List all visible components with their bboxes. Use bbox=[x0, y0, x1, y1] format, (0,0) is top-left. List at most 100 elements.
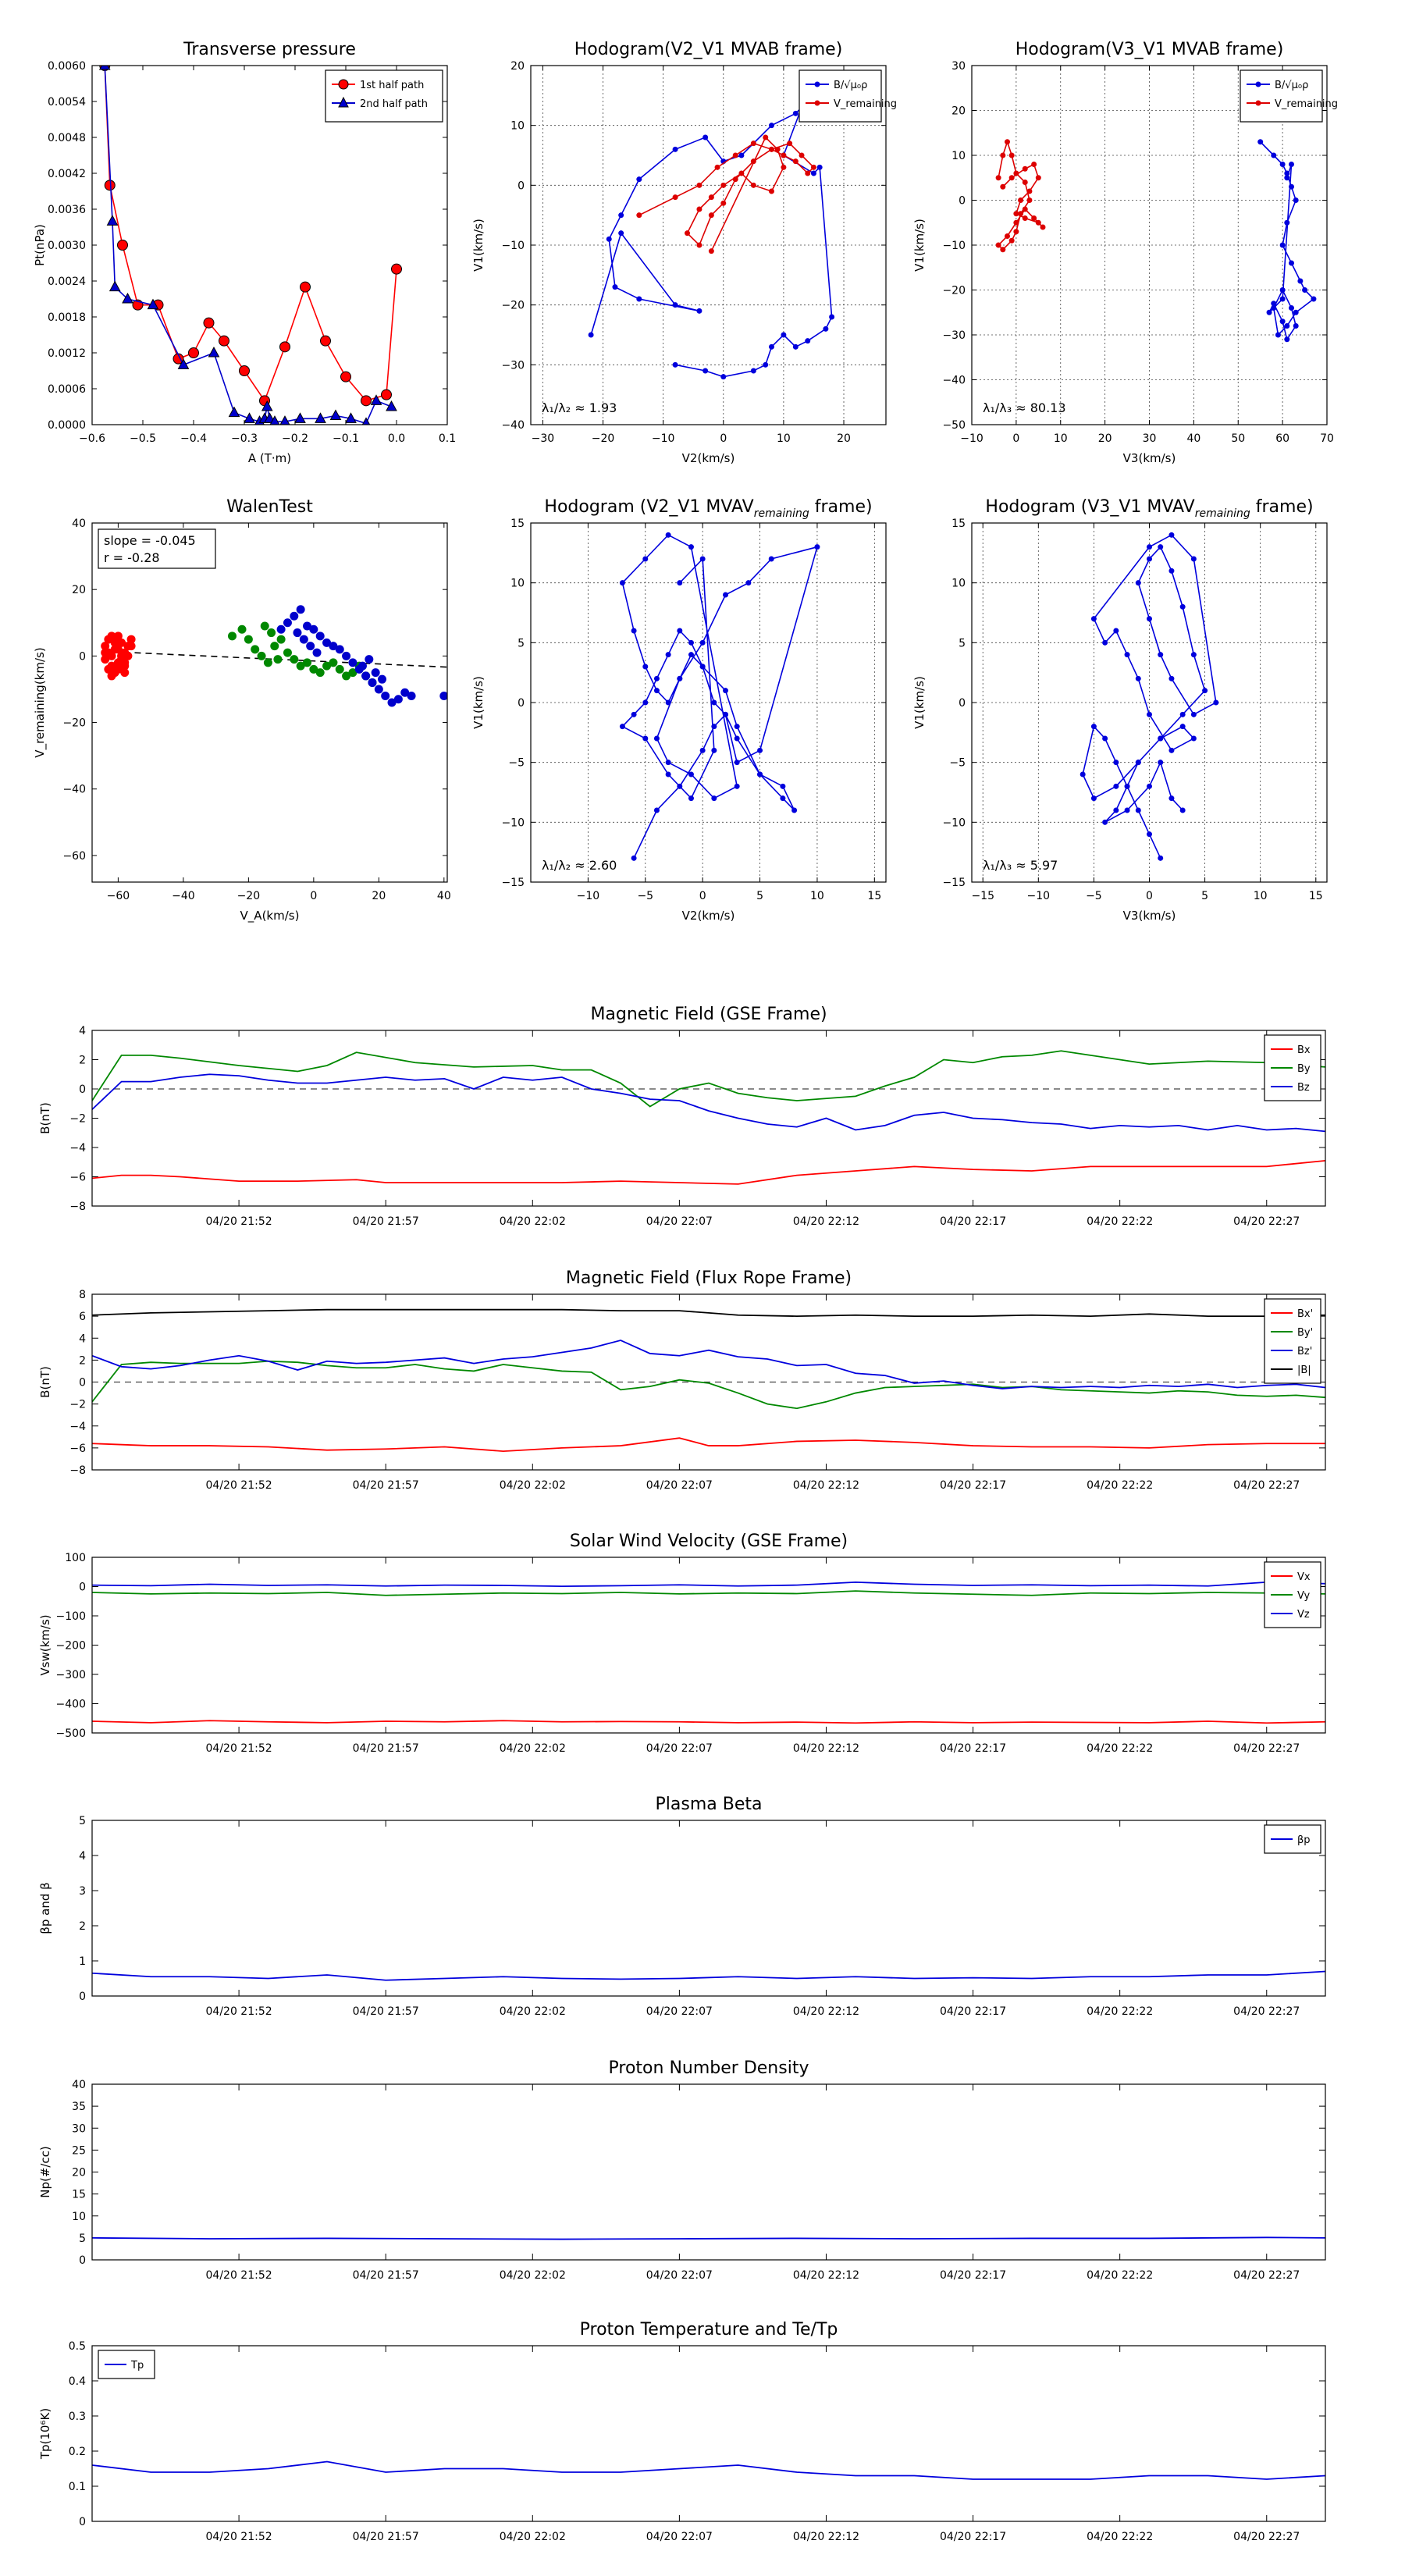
chart-title-tail: frame) bbox=[809, 497, 873, 517]
y-tick-label: 2 bbox=[79, 1055, 86, 1067]
legend-label: By bbox=[1297, 1063, 1311, 1075]
plot-frame bbox=[91, 2345, 1326, 2522]
data-point bbox=[653, 735, 660, 742]
data-point bbox=[203, 317, 215, 329]
data-point bbox=[177, 358, 190, 369]
x-tick-label: 04/20 22:12 bbox=[793, 2005, 859, 2018]
y-tick-label: −15 bbox=[501, 877, 525, 889]
data-point bbox=[117, 655, 126, 664]
data-point bbox=[1147, 544, 1152, 550]
data-point bbox=[774, 146, 781, 152]
data-point bbox=[1113, 760, 1119, 766]
data-point bbox=[1000, 183, 1006, 190]
plot-area bbox=[92, 2236, 1325, 2240]
x-tick-label: 04/20 22:22 bbox=[1087, 1742, 1153, 1755]
data-point bbox=[1022, 180, 1028, 185]
y-tick-label: 0.0012 bbox=[48, 347, 86, 360]
y-tick-label: 0.0048 bbox=[48, 132, 86, 144]
data-point bbox=[1271, 301, 1277, 307]
chart-title: Plasma Beta bbox=[656, 1795, 763, 1814]
data-point bbox=[699, 664, 706, 670]
series-1-line bbox=[92, 2236, 1325, 2240]
plot-area bbox=[1080, 532, 1219, 861]
legend-box bbox=[799, 69, 882, 123]
data-point bbox=[1090, 795, 1097, 802]
y-tick-label: 4 bbox=[79, 1850, 86, 1863]
data-point bbox=[273, 655, 283, 664]
x-tick-label: 04/20 21:57 bbox=[353, 1215, 419, 1228]
data-point bbox=[792, 110, 799, 116]
data-point bbox=[1293, 309, 1299, 315]
data-point bbox=[688, 639, 694, 646]
data-point bbox=[303, 621, 312, 631]
data-point bbox=[734, 735, 740, 742]
y-tick-label: −5 bbox=[949, 757, 966, 770]
chart-title: WalenTest bbox=[226, 497, 313, 517]
chart-title: Solar Wind Velocity (GSE Frame) bbox=[570, 1532, 848, 1551]
chart-title-sub: remaining bbox=[754, 507, 809, 520]
data-point bbox=[757, 747, 763, 753]
data-point bbox=[1013, 211, 1019, 217]
plot-area bbox=[98, 66, 402, 425]
y-axis-label: Np(#/cc) bbox=[38, 2146, 52, 2198]
x-tick-label: −5 bbox=[637, 890, 653, 902]
y-tick-label: 0 bbox=[79, 2516, 86, 2528]
data-point bbox=[147, 298, 159, 310]
y-tick-label: −20 bbox=[501, 300, 525, 312]
y-tick-label: 0 bbox=[959, 195, 966, 208]
series-3-line bbox=[92, 1581, 1325, 1588]
data-point bbox=[791, 807, 798, 813]
y-tick-label: 3 bbox=[79, 1885, 86, 1898]
y-tick-label: −30 bbox=[501, 359, 525, 372]
data-point bbox=[110, 645, 119, 654]
plot-area bbox=[995, 139, 1317, 343]
data-point bbox=[101, 648, 110, 657]
data-point bbox=[270, 642, 279, 651]
x-tick-label: −0.4 bbox=[180, 432, 207, 445]
data-point bbox=[696, 182, 702, 188]
y-tick-label: 10 bbox=[72, 2211, 86, 2223]
y-tick-label: 20 bbox=[951, 105, 966, 118]
x-tick-label: 04/20 21:52 bbox=[206, 2531, 272, 2543]
data-point bbox=[1289, 305, 1294, 311]
data-point bbox=[768, 123, 774, 129]
x-tick-label: 0 bbox=[310, 890, 317, 902]
y-tick-label: −6 bbox=[69, 1172, 86, 1184]
data-point bbox=[653, 675, 660, 681]
x-tick-label: 04/20 21:52 bbox=[206, 2005, 272, 2018]
data-point bbox=[219, 335, 229, 347]
y-tick-label: 0 bbox=[79, 2254, 86, 2267]
data-point bbox=[696, 308, 702, 314]
data-point bbox=[792, 158, 799, 165]
data-point bbox=[720, 182, 727, 188]
plot-frame bbox=[91, 1293, 1326, 1471]
data-point bbox=[381, 691, 390, 700]
data-point bbox=[810, 164, 816, 170]
data-point bbox=[1008, 152, 1015, 158]
data-point bbox=[699, 747, 706, 753]
y-tick-label: 4 bbox=[79, 1332, 86, 1345]
series-1 bbox=[99, 66, 402, 407]
beta-chart: Plasma Beta βp and β 0 1 2 3 4 5 04/20 21:52 04/2… bbox=[38, 1795, 1326, 2018]
x-tick-label: −60 bbox=[107, 890, 130, 902]
data-point bbox=[1124, 652, 1130, 658]
chart-title: Proton Temperature and Te/Tp bbox=[580, 2320, 838, 2339]
y-tick-label: −10 bbox=[942, 817, 966, 829]
y-axis-label: V1(km/s) bbox=[471, 219, 486, 272]
data-point bbox=[1158, 760, 1164, 766]
data-point bbox=[122, 292, 133, 304]
data-point bbox=[342, 671, 351, 681]
temp-chart: Proton Temperature and Te/Tp Tp(10⁶K) 0 0.1… bbox=[38, 2320, 1326, 2543]
x-tick-label: −10 bbox=[1027, 890, 1051, 902]
data-point bbox=[781, 332, 787, 338]
x-tick-label: 0.0 bbox=[388, 432, 405, 445]
y-tick-label: −8 bbox=[69, 1464, 86, 1477]
legend-label: Bz bbox=[1297, 1082, 1310, 1094]
data-point bbox=[677, 675, 683, 681]
data-point bbox=[1005, 233, 1010, 239]
series-2-line bbox=[92, 1050, 1325, 1108]
legend-label: 1st half path bbox=[360, 80, 424, 91]
data-point bbox=[631, 628, 637, 634]
legend-label: |B| bbox=[1297, 1364, 1311, 1376]
y-tick-label: 0.5 bbox=[69, 2340, 86, 2353]
